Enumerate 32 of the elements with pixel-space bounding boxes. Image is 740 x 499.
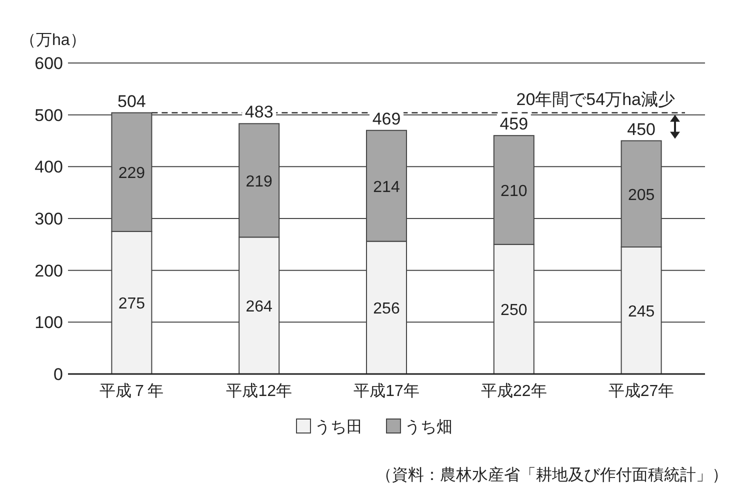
legend-label: うち畑 [404,419,452,436]
data-label: 214 [373,178,400,196]
y-axis-title: （万ha） [20,32,86,49]
total-label: 504 [118,92,146,111]
legend-label: うち田 [314,419,362,436]
data-label: 229 [118,165,146,182]
y-tick-label: 600 [34,54,63,73]
y-tick-label: 100 [34,313,63,332]
x-tick-label: 平成27年 [608,382,674,400]
x-tick-label: 平成17年 [354,382,420,400]
data-label: 245 [628,304,655,321]
data-label: 205 [628,186,655,204]
total-label: 450 [627,120,656,139]
x-tick-label: 平成12年 [226,382,292,400]
data-label: 256 [373,300,400,318]
total-label: 483 [244,102,274,122]
y-tick-label: 200 [34,261,63,280]
data-label: 210 [500,182,528,200]
data-label: 264 [246,298,273,316]
y-tick-label: 500 [34,106,63,125]
total-label: 469 [372,109,401,128]
y-tick-label: 300 [34,210,63,228]
text: （資料：農林水産省「耕地及び作付面積統計」） [376,466,728,484]
x-tick-label: 平成22年 [481,382,547,400]
ref-line-label: 20年間で54万ha減少 [516,90,675,109]
y-tick-label: 0 [54,365,63,384]
data-label: 275 [118,296,146,313]
total-label: 459 [500,114,528,134]
data-label: 219 [246,173,273,190]
x-tick-label: 平成７年 [100,382,164,400]
data-label: 250 [500,302,528,320]
y-tick-label: 400 [34,158,63,177]
